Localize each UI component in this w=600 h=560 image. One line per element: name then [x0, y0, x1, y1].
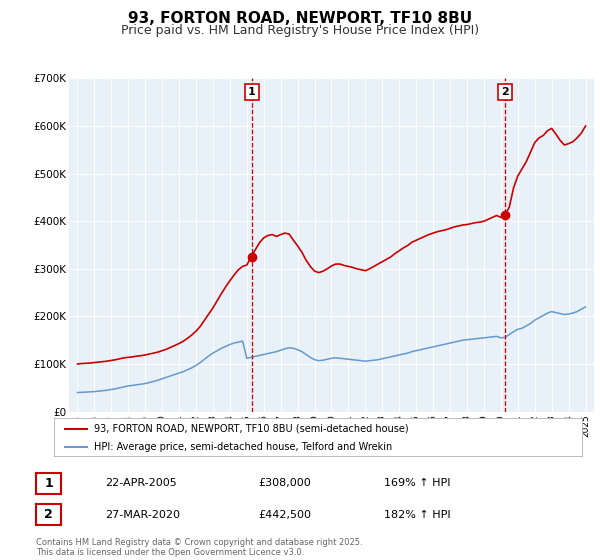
- Text: £308,000: £308,000: [258, 478, 311, 488]
- Text: 93, FORTON ROAD, NEWPORT, TF10 8BU: 93, FORTON ROAD, NEWPORT, TF10 8BU: [128, 11, 472, 26]
- Text: 93, FORTON ROAD, NEWPORT, TF10 8BU (semi-detached house): 93, FORTON ROAD, NEWPORT, TF10 8BU (semi…: [94, 424, 408, 434]
- Text: 2: 2: [501, 87, 509, 97]
- Text: 2: 2: [44, 508, 53, 521]
- Text: 1: 1: [44, 477, 53, 490]
- Text: Contains HM Land Registry data © Crown copyright and database right 2025.
This d: Contains HM Land Registry data © Crown c…: [36, 538, 362, 557]
- Text: Price paid vs. HM Land Registry's House Price Index (HPI): Price paid vs. HM Land Registry's House …: [121, 24, 479, 36]
- Text: 22-APR-2005: 22-APR-2005: [105, 478, 177, 488]
- Text: 182% ↑ HPI: 182% ↑ HPI: [384, 510, 451, 520]
- Text: £442,500: £442,500: [258, 510, 311, 520]
- Text: 169% ↑ HPI: 169% ↑ HPI: [384, 478, 451, 488]
- Text: 27-MAR-2020: 27-MAR-2020: [105, 510, 180, 520]
- Text: HPI: Average price, semi-detached house, Telford and Wrekin: HPI: Average price, semi-detached house,…: [94, 442, 392, 452]
- Text: 1: 1: [248, 87, 256, 97]
